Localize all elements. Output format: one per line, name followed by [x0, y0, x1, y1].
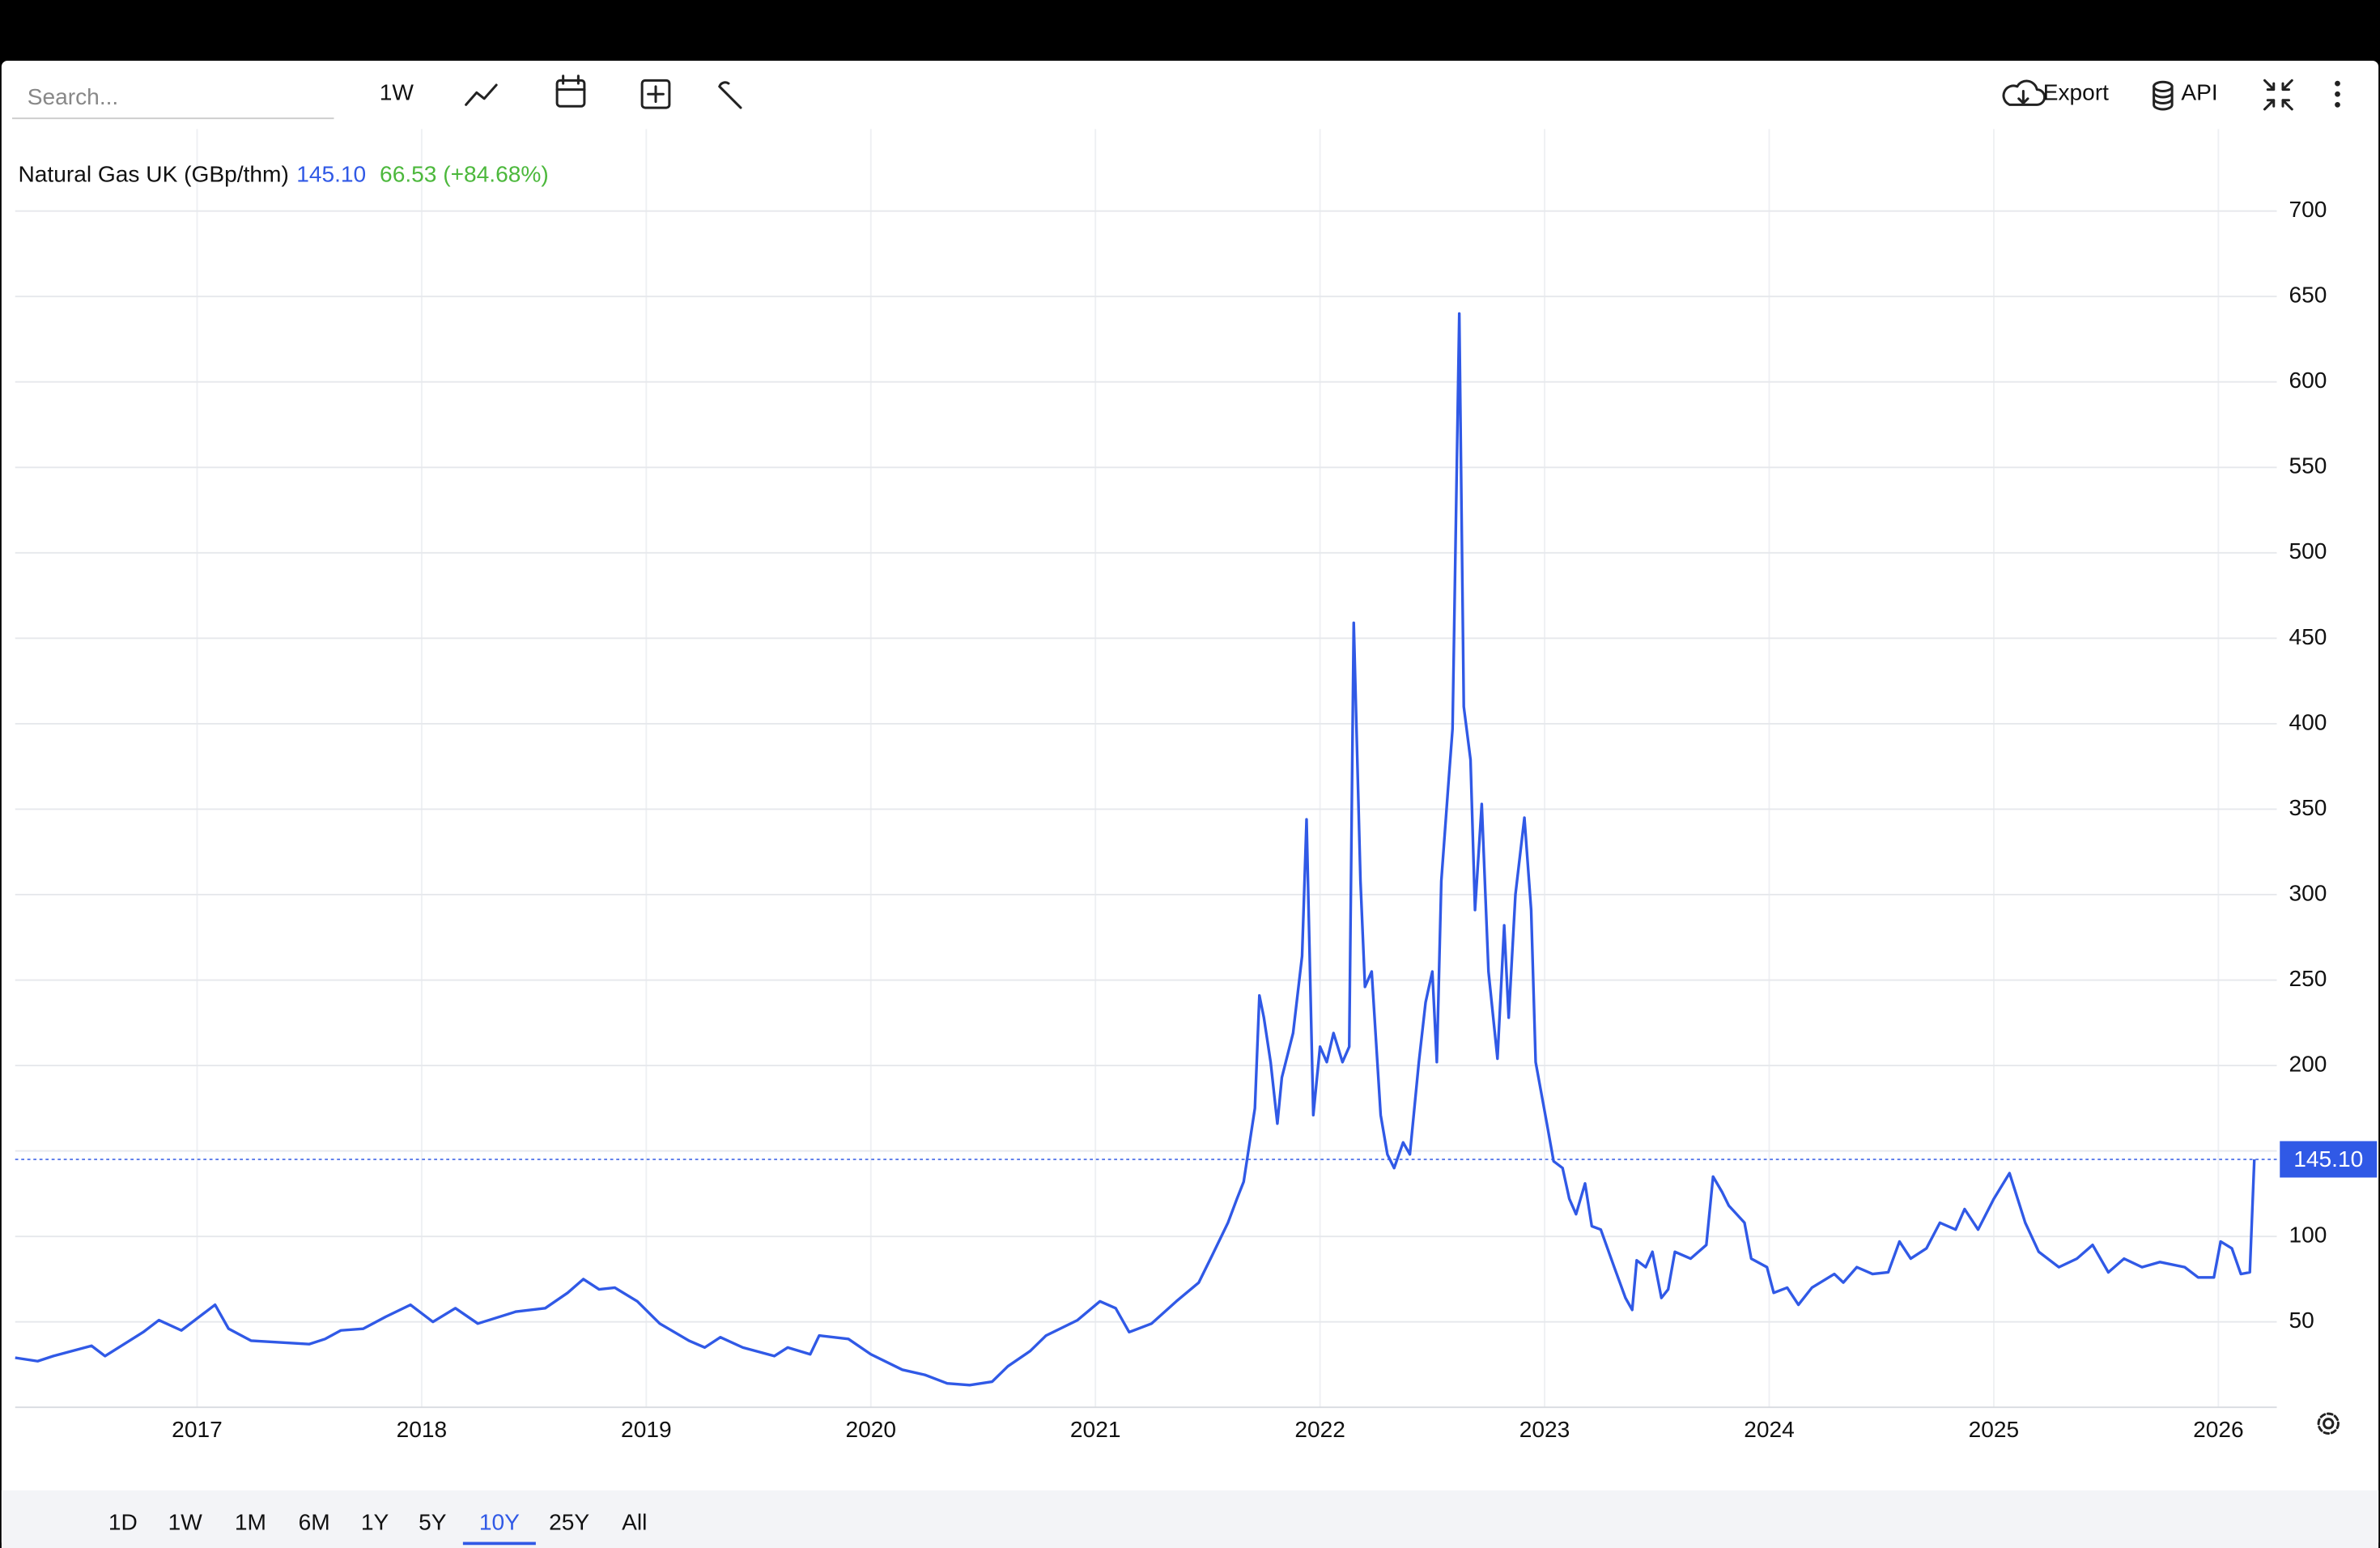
y-tick-label: 200 — [2289, 1051, 2327, 1076]
api-button[interactable]: API — [2181, 80, 2217, 105]
export-icon[interactable] — [2002, 79, 2046, 106]
y-tick-label: 100 — [2289, 1223, 2327, 1248]
x-tick-label: 2023 — [1519, 1417, 1570, 1442]
y-tick-label: 700 — [2289, 197, 2327, 222]
x-tick-label: 2017 — [172, 1417, 223, 1442]
range-button[interactable]: 1M — [235, 1509, 266, 1534]
collapse-icon[interactable] — [2263, 79, 2293, 111]
x-tick-label: 2025 — [1969, 1417, 2020, 1442]
range-button[interactable]: 25Y — [549, 1509, 589, 1534]
top-bar — [0, 0, 2380, 61]
last-price-tag-label: 145.10 — [2293, 1146, 2363, 1172]
x-tick-label: 2019 — [621, 1417, 672, 1442]
range-button[interactable]: 5Y — [419, 1509, 447, 1534]
export-button[interactable]: Export — [2043, 80, 2109, 105]
interval-button[interactable]: 1W — [380, 80, 414, 105]
range-selected-underline — [462, 1542, 536, 1546]
y-tick-label: 300 — [2289, 880, 2327, 905]
range-button[interactable]: 1D — [108, 1509, 138, 1534]
y-tick-label: 250 — [2289, 966, 2327, 991]
price-change: 66.53 (+84.68%) — [380, 162, 549, 187]
y-tick-label: 350 — [2289, 795, 2327, 820]
y-tick-label: 650 — [2289, 283, 2327, 308]
plot: 2017 2018 2019 2020 2021 2022 2023 2024 2025 2026… — [15, 129, 2378, 1442]
price-line — [15, 312, 2256, 1387]
x-tick-label: 2021 — [1070, 1417, 1121, 1442]
x-tick-label: 2026 — [2193, 1417, 2244, 1442]
add-icon[interactable] — [640, 79, 671, 109]
last-price: 145.10 — [296, 162, 366, 187]
panel — [1, 60, 2379, 1548]
y-tick-label: 550 — [2289, 453, 2327, 478]
range-button[interactable]: 1Y — [361, 1509, 389, 1534]
search-input[interactable]: Search... — [28, 84, 119, 109]
x-tick-label: 2020 — [845, 1417, 896, 1442]
axis-settings-icon[interactable] — [2317, 1412, 2340, 1435]
x-tick-label: 2024 — [1744, 1417, 1795, 1442]
y-tick-label: 50 — [2289, 1308, 2314, 1333]
more-menu[interactable] — [2335, 80, 2340, 108]
api-icon[interactable] — [2153, 80, 2174, 111]
instrument-name: Natural Gas UK (GBp/thm) — [19, 162, 289, 187]
last-price-tag — [2280, 1141, 2378, 1178]
y-tick-label: 600 — [2289, 368, 2327, 393]
range-button[interactable]: 10Y — [479, 1509, 520, 1534]
settings-tool-icon[interactable] — [718, 81, 742, 109]
range-bar — [1, 1490, 2379, 1548]
range-button[interactable]: 6M — [299, 1509, 330, 1534]
x-tick-label: 2018 — [397, 1417, 448, 1442]
x-tick-label: 2022 — [1294, 1417, 1345, 1442]
y-tick-label: 500 — [2289, 538, 2327, 563]
range-button[interactable]: 1W — [168, 1509, 203, 1534]
y-tick-label: 400 — [2289, 709, 2327, 734]
chart-type-icon[interactable] — [465, 83, 498, 106]
y-tick-label: 450 — [2289, 624, 2327, 649]
range-buttons: 1D 1W 1M 6M 1Y 5Y 10Y 25Y All — [108, 1509, 647, 1546]
calendar-icon[interactable] — [555, 74, 586, 108]
range-button[interactable]: All — [622, 1509, 647, 1534]
header: Natural Gas UK (GBp/thm) 145.10 66.53 (+84… — [19, 162, 549, 187]
